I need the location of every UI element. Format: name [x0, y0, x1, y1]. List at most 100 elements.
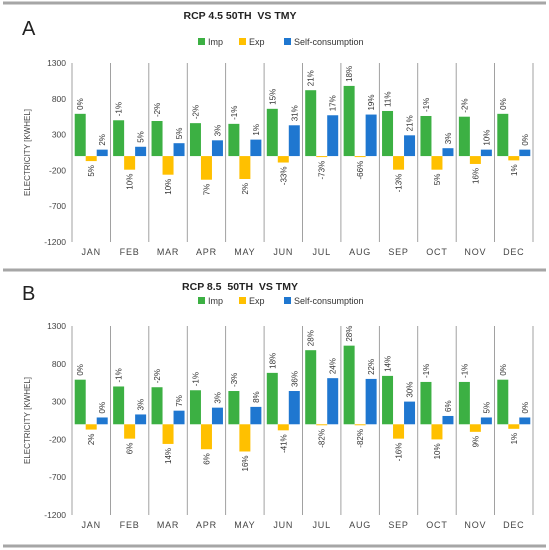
y-tick-label: -200: [49, 165, 66, 175]
bar-exp-jun: [277, 156, 289, 163]
bar-self-consumption-feb: [135, 146, 147, 157]
bar-imp-nov: [458, 381, 470, 425]
data-label: 24%: [329, 358, 338, 374]
y-tick-label: -700: [49, 201, 66, 211]
legend-label-0: Imp: [208, 37, 223, 47]
bar-imp-oct: [420, 115, 432, 157]
data-label: 10%: [126, 174, 135, 190]
y-tick-label: 800: [52, 94, 66, 104]
data-label: 6%: [202, 453, 211, 465]
data-label: 5%: [482, 402, 491, 414]
bar-self-consumption-jul: [327, 115, 339, 157]
data-label: 2%: [98, 134, 107, 146]
bar-imp-feb: [113, 386, 125, 425]
legend-swatch-2: [284, 38, 291, 45]
data-label: 31%: [290, 105, 299, 121]
legend-swatch-0: [198, 38, 205, 45]
y-axis-label: ELECTRICITY [KWHEL]: [23, 377, 32, 464]
bar-imp-jun: [266, 108, 278, 157]
bar-exp-oct: [431, 156, 443, 170]
legend-swatch-2: [284, 297, 291, 304]
data-label: 10%: [433, 443, 442, 459]
data-label: 5%: [87, 165, 96, 177]
x-tick-label: JUN: [273, 520, 293, 530]
x-tick-label: APR: [196, 247, 217, 257]
data-label: -82%: [318, 429, 327, 448]
data-label: 2%: [241, 183, 250, 195]
x-tick-label: SEP: [388, 520, 408, 530]
bar-exp-feb: [124, 156, 136, 170]
bar-imp-may: [228, 123, 240, 157]
x-tick-label: DEC: [503, 520, 524, 530]
x-tick-label: AUG: [349, 247, 371, 257]
data-label: -1%: [460, 364, 469, 378]
data-label: 18%: [345, 66, 354, 82]
legend: Imp Exp Self-consumption: [198, 37, 364, 47]
bar-exp-aug: [354, 424, 366, 426]
x-tick-label: AUG: [349, 520, 371, 530]
data-label: -33%: [279, 167, 288, 186]
data-label: 3%: [444, 133, 453, 145]
bar-imp-nov: [458, 116, 470, 157]
bar-exp-nov: [469, 156, 481, 164]
y-tick-label: 1300: [47, 321, 66, 331]
y-tick-label: 300: [52, 130, 66, 140]
bar-self-consumption-jan: [96, 149, 108, 157]
bar-exp-nov: [469, 424, 481, 432]
x-tick-label: OCT: [426, 247, 447, 257]
bar-self-consumption-nov: [480, 149, 492, 157]
bar-self-consumption-aug: [365, 378, 377, 425]
bar-exp-jul: [316, 424, 328, 426]
bar-imp-sep: [382, 110, 394, 157]
bar-imp-jul: [305, 90, 317, 157]
data-label: 5%: [175, 128, 184, 140]
data-label: -1%: [115, 102, 124, 116]
data-label: 16%: [471, 168, 480, 184]
x-tick-label: MAR: [157, 247, 179, 257]
data-label: 30%: [406, 382, 415, 398]
bar-self-consumption-apr: [211, 140, 223, 157]
bar-exp-jan: [85, 424, 97, 430]
x-tick-label: MAY: [234, 520, 255, 530]
bar-self-consumption-mar: [173, 143, 185, 157]
data-label: 0%: [499, 98, 508, 110]
bar-exp-dec: [508, 156, 520, 161]
bar-imp-oct: [420, 381, 432, 425]
data-label: -16%: [395, 443, 404, 462]
data-label: 28%: [307, 330, 316, 346]
data-label: 16%: [241, 455, 250, 471]
data-label: 6%: [126, 443, 135, 455]
data-label: 11%: [384, 92, 393, 107]
data-label: 0%: [76, 364, 85, 376]
y-tick-label: 300: [52, 397, 66, 407]
bar-self-consumption-jan: [96, 417, 108, 425]
legend-label-1: Exp: [249, 37, 265, 47]
bar-self-consumption-nov: [480, 417, 492, 425]
bar-imp-aug: [343, 345, 355, 425]
bar-self-consumption-mar: [173, 410, 185, 425]
data-label: 22%: [367, 359, 376, 375]
data-label: 7%: [202, 184, 211, 196]
data-label: 15%: [268, 89, 277, 105]
x-tick-label: NOV: [464, 247, 486, 257]
bar-exp-mar: [162, 156, 174, 175]
x-tick-label: FEB: [120, 520, 140, 530]
data-label: -3%: [230, 373, 239, 387]
data-label: 9%: [471, 436, 480, 448]
data-label: 19%: [367, 95, 376, 111]
bar-exp-oct: [431, 424, 443, 440]
chart-title: RCP 4.5 50TH VS TMY: [183, 10, 296, 22]
data-label: 1%: [252, 124, 261, 136]
bar-self-consumption-feb: [135, 414, 147, 425]
y-tick-label: -1200: [44, 510, 66, 520]
data-label: 8%: [252, 391, 261, 403]
legend-label-0: Imp: [208, 296, 223, 306]
data-label: 21%: [406, 115, 415, 131]
bar-imp-sep: [382, 375, 394, 425]
bar-imp-apr: [189, 390, 201, 425]
data-label: 10%: [482, 130, 491, 146]
panel-letter: B: [22, 283, 35, 305]
data-label: -73%: [318, 161, 327, 180]
legend-label-1: Exp: [249, 296, 265, 306]
bar-exp-sep: [393, 424, 405, 439]
